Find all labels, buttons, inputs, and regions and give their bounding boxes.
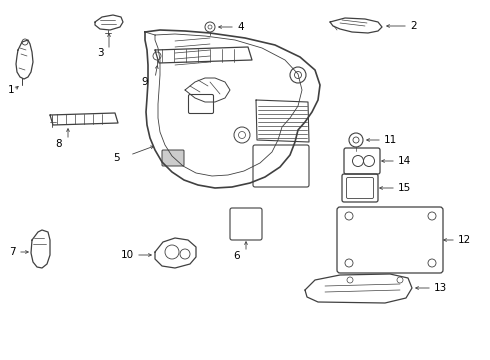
Text: 2: 2 bbox=[410, 21, 416, 31]
Text: 5: 5 bbox=[113, 153, 120, 163]
Text: 14: 14 bbox=[398, 156, 411, 166]
FancyBboxPatch shape bbox=[162, 150, 184, 166]
Text: 12: 12 bbox=[458, 235, 471, 245]
Text: 8: 8 bbox=[55, 139, 62, 149]
Text: 10: 10 bbox=[121, 250, 134, 260]
Text: 9: 9 bbox=[142, 77, 148, 87]
Text: 6: 6 bbox=[233, 251, 240, 261]
Text: 15: 15 bbox=[398, 183, 411, 193]
Text: 7: 7 bbox=[9, 247, 16, 257]
Text: 4: 4 bbox=[237, 22, 244, 32]
Text: 13: 13 bbox=[434, 283, 447, 293]
Text: 11: 11 bbox=[384, 135, 397, 145]
Text: 1: 1 bbox=[7, 85, 14, 95]
Text: 3: 3 bbox=[98, 48, 104, 58]
